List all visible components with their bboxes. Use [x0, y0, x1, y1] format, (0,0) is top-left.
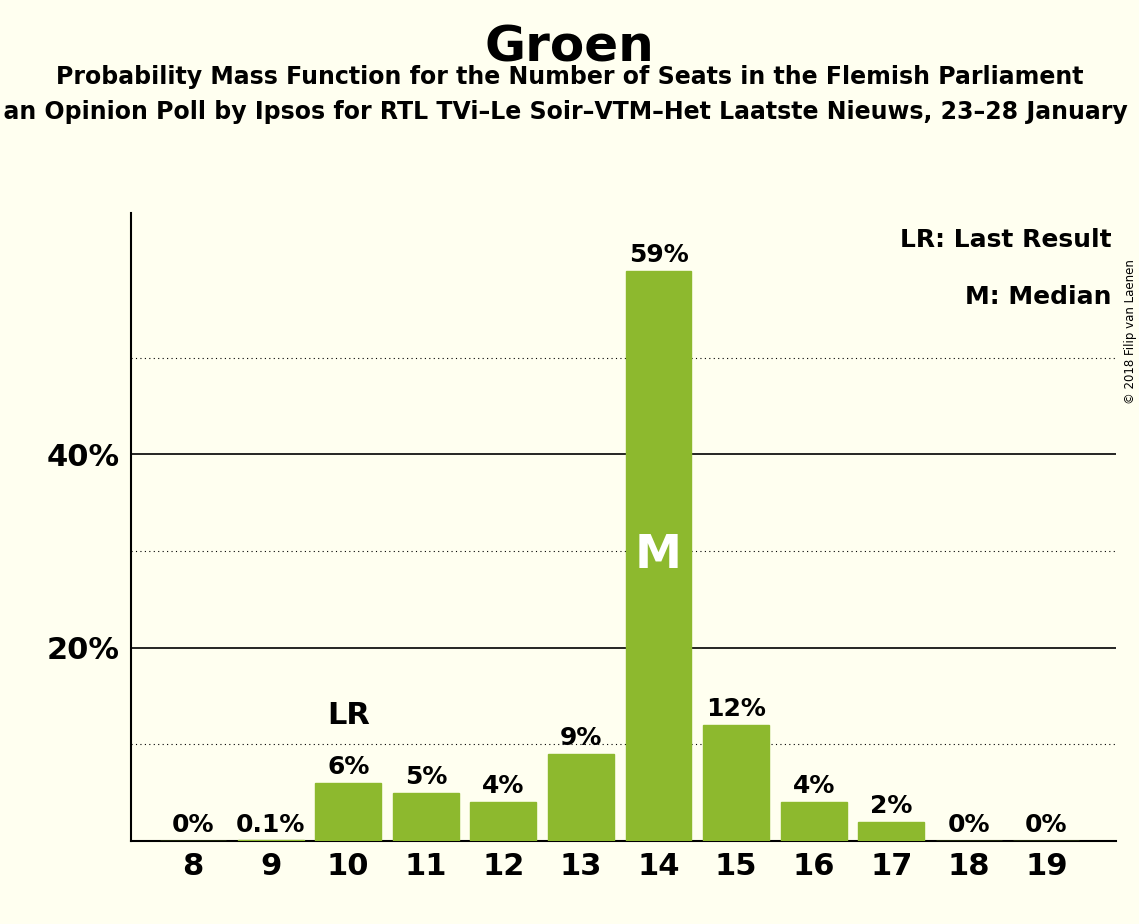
Text: 2%: 2%: [870, 794, 912, 818]
Bar: [238, 840, 304, 841]
Text: LR: LR: [327, 700, 370, 730]
Text: 4%: 4%: [793, 774, 835, 798]
Bar: [470, 802, 536, 841]
Text: 5%: 5%: [404, 765, 446, 789]
Text: Based on an Opinion Poll by Ipsos for RTL TVi–Le Soir–VTM–Het Laatste Nieuws, 23: Based on an Opinion Poll by Ipsos for RT…: [0, 100, 1128, 124]
Bar: [859, 821, 924, 841]
Text: 4%: 4%: [482, 774, 525, 798]
Bar: [393, 793, 459, 841]
Text: LR: Last Result: LR: Last Result: [900, 228, 1112, 252]
Text: 59%: 59%: [629, 243, 688, 267]
Text: 6%: 6%: [327, 755, 369, 779]
Text: Probability Mass Function for the Number of Seats in the Flemish Parliament: Probability Mass Function for the Number…: [56, 65, 1083, 89]
Bar: [548, 754, 614, 841]
Text: 0%: 0%: [1025, 813, 1067, 837]
Bar: [625, 271, 691, 841]
Text: 0%: 0%: [172, 813, 214, 837]
Text: 0%: 0%: [948, 813, 990, 837]
Bar: [316, 783, 382, 841]
Text: M: Median: M: Median: [965, 285, 1112, 309]
Bar: [703, 724, 769, 841]
Text: 12%: 12%: [706, 697, 767, 721]
Text: Groen: Groen: [484, 23, 655, 71]
Text: © 2018 Filip van Laenen: © 2018 Filip van Laenen: [1124, 259, 1137, 404]
Text: M: M: [636, 533, 682, 578]
Text: 0.1%: 0.1%: [236, 813, 305, 837]
Bar: [780, 802, 846, 841]
Text: 9%: 9%: [559, 726, 603, 750]
